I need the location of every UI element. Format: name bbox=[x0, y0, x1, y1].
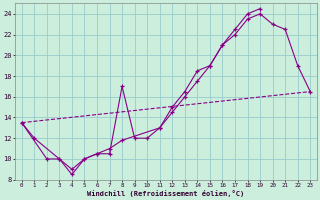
X-axis label: Windchill (Refroidissement éolien,°C): Windchill (Refroidissement éolien,°C) bbox=[87, 190, 244, 197]
